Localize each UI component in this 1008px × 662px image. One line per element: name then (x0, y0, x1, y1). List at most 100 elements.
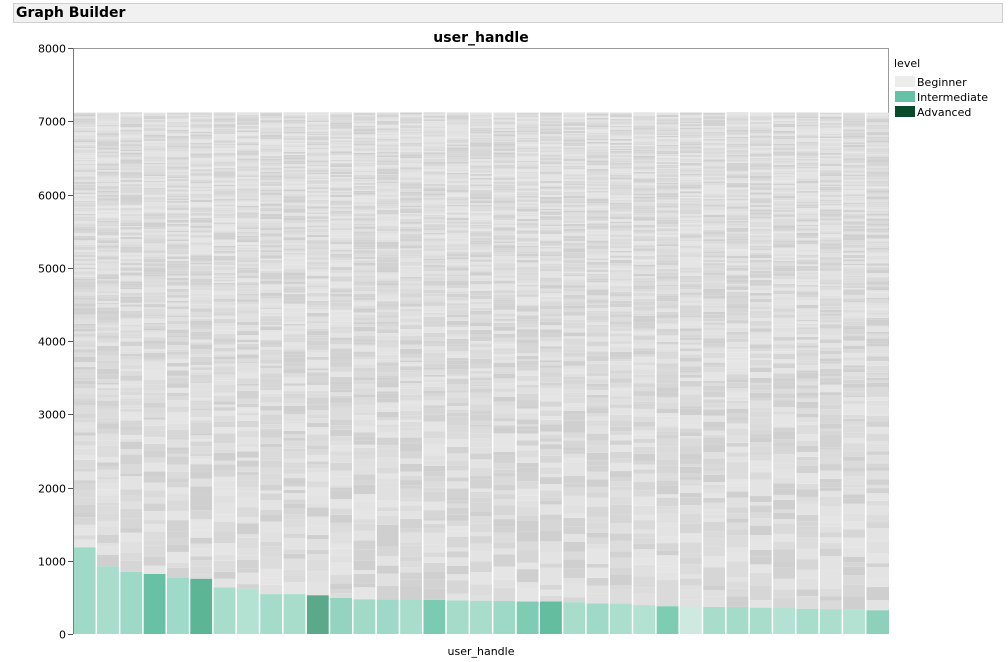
bar-segment (655, 319, 680, 324)
bar-segment (352, 377, 377, 381)
bar-segment (73, 166, 97, 169)
bar-segment (585, 426, 610, 429)
bar-segment (492, 303, 516, 306)
bar-segment (632, 421, 656, 427)
bar-segment (399, 501, 423, 506)
bar-segment (376, 482, 400, 489)
bar-segment (352, 174, 377, 176)
bar-segment (259, 233, 283, 236)
bar-segment (446, 159, 470, 162)
bar-segment (119, 211, 143, 214)
bar-segment (562, 218, 586, 220)
bar-segment (189, 134, 213, 137)
bar-segment (609, 373, 633, 379)
bar-segment (539, 477, 563, 485)
bar-segment (259, 259, 283, 262)
bar-segment (609, 399, 633, 405)
bar-segment (142, 225, 167, 228)
bar-segment (539, 281, 563, 285)
bar-segment (539, 122, 563, 125)
bar-segment (166, 567, 190, 578)
bar-segment (306, 228, 330, 231)
bar-segment (725, 134, 750, 137)
bar-segment (259, 514, 283, 522)
bar-segment (679, 482, 703, 486)
bar-segment (142, 304, 167, 308)
bar-segment (609, 248, 633, 251)
bar-segment (259, 120, 283, 122)
bar-segment (679, 390, 703, 395)
bar-segment (142, 413, 167, 418)
bar-segment (725, 348, 750, 353)
bar-segment (236, 447, 260, 452)
bar-segment (236, 244, 260, 247)
bar-segment (422, 517, 447, 521)
bar-segment (492, 202, 516, 205)
bar-segment (142, 119, 167, 121)
bar-segment (609, 144, 633, 147)
bar-segment (96, 120, 120, 123)
bar-segment (632, 211, 656, 214)
bar-segment (236, 214, 260, 217)
bar-segment (329, 499, 353, 509)
bar-segment (539, 194, 563, 196)
bar-segment (212, 235, 237, 238)
bar-segment (96, 294, 120, 297)
bar-segment (212, 355, 237, 357)
bar-12 (329, 112, 353, 634)
bar-segment (632, 163, 656, 165)
bar-segment (189, 168, 213, 170)
bar-segment (376, 223, 400, 225)
bar-segment (469, 131, 493, 134)
bar-segment (282, 207, 307, 209)
bar-segment (609, 134, 633, 136)
bar-segment (282, 151, 307, 154)
bar-segment (492, 154, 516, 156)
bar-segment (119, 178, 143, 180)
bar-segment (446, 147, 470, 150)
bar-segment (679, 114, 703, 116)
bar-segment (142, 200, 167, 203)
bar-segment (259, 122, 283, 124)
bar-segment (492, 121, 516, 123)
bar-segment (702, 129, 726, 131)
bar-segment (702, 357, 726, 363)
bar-segment (282, 281, 307, 284)
bar-segment (679, 139, 703, 142)
bar-segment (632, 233, 656, 236)
bar-segment (352, 250, 377, 253)
bar-segment (236, 141, 260, 144)
bar-segment (469, 310, 493, 313)
bar-segment (142, 236, 167, 240)
bar-segment (749, 452, 773, 455)
bar-segment (679, 394, 703, 401)
bar-segment (212, 363, 237, 367)
bar-segment (679, 267, 703, 271)
bar-segment (632, 344, 656, 349)
bar-segment (96, 327, 120, 331)
bar-segment (306, 166, 330, 168)
bar-segment (469, 329, 493, 335)
bar-segment (96, 348, 120, 351)
bar-segment (632, 143, 656, 146)
bar-segment (212, 237, 237, 240)
bar-segment (632, 558, 656, 565)
bar-segment (562, 195, 586, 198)
bar-segment (609, 245, 633, 249)
bar-segment (562, 222, 586, 224)
bar-segment (702, 238, 726, 240)
bar-segment (119, 132, 143, 134)
bar-segment (725, 334, 750, 339)
bar-segment (119, 501, 143, 509)
bar-segment (236, 342, 260, 344)
bar-segment (749, 572, 773, 586)
bar-segment (609, 196, 633, 199)
bar-segment (679, 295, 703, 298)
bar-segment (399, 150, 423, 152)
bar-segment (119, 336, 143, 339)
bar-segment (376, 158, 400, 161)
bar-segment (189, 211, 213, 213)
bar-segment (446, 165, 470, 167)
bar-segment (702, 509, 726, 515)
bar-segment (96, 133, 120, 136)
